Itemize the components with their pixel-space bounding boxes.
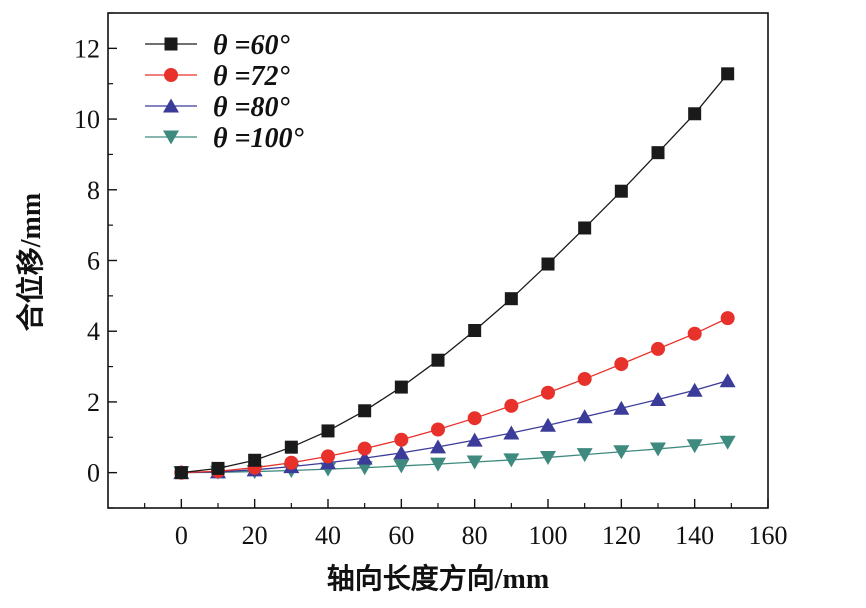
data-point	[540, 450, 556, 465]
legend-entry: θ =80°	[145, 92, 290, 123]
y-tick-label: 4	[87, 317, 100, 346]
x-tick-label: 100	[529, 521, 568, 550]
legend-label: θ =100°	[213, 123, 304, 154]
data-point	[431, 422, 445, 437]
x-tick-label: 140	[675, 521, 714, 550]
legend-marker	[164, 37, 178, 51]
series-line	[181, 73, 729, 474]
x-tick-label: 160	[749, 521, 788, 550]
data-point	[466, 432, 483, 447]
data-point	[578, 221, 592, 235]
legend-label: θ =60°	[213, 30, 290, 61]
legend-entry: θ =60°	[145, 30, 290, 61]
data-point	[686, 439, 703, 454]
data-point	[651, 341, 665, 356]
y-tick-label: 6	[87, 247, 100, 276]
data-point	[613, 445, 630, 460]
legend-marker	[164, 68, 178, 82]
data-point	[358, 404, 372, 418]
legend-marker	[163, 98, 179, 113]
data-point	[613, 400, 630, 415]
data-point	[393, 445, 410, 460]
y-tick-label: 8	[87, 176, 100, 205]
x-tick-label: 0	[175, 521, 188, 550]
series-line	[181, 441, 728, 474]
data-point	[356, 450, 373, 465]
data-point	[576, 409, 593, 424]
data-point	[356, 461, 373, 476]
data-point	[541, 385, 555, 400]
data-point	[720, 311, 735, 326]
x-tick-label: 120	[602, 521, 641, 550]
data-point	[466, 455, 483, 470]
data-point	[430, 439, 446, 454]
series-1	[174, 311, 735, 480]
series-line	[181, 317, 728, 474]
x-tick-label: 80	[462, 521, 488, 550]
data-point	[468, 324, 482, 338]
x-tick-label: 40	[315, 521, 341, 550]
data-point	[719, 373, 736, 388]
data-point	[687, 326, 702, 341]
ticks-layer: 0 20 40 60 80 100 120 140 160 0 2 4 6 8 10 12	[74, 12, 788, 550]
x-tick-label: 60	[388, 521, 414, 550]
data-point	[393, 459, 410, 474]
data-point	[721, 67, 735, 81]
data-point	[651, 146, 665, 160]
data-point	[614, 184, 628, 198]
legend-label: θ =80°	[213, 92, 290, 123]
series-line	[181, 380, 728, 474]
data-point	[503, 425, 520, 440]
data-point	[284, 455, 299, 470]
y-tick-label: 10	[74, 105, 100, 134]
data-point	[650, 391, 666, 406]
data-point	[540, 417, 556, 432]
data-point	[211, 461, 225, 475]
legend: θ =60°θ =72°θ =80°θ =100°	[145, 30, 304, 154]
data-point	[686, 382, 703, 397]
data-point	[430, 457, 446, 472]
data-point	[394, 432, 409, 447]
data-point	[394, 380, 408, 394]
data-point	[650, 442, 666, 457]
y-tick-label: 2	[87, 388, 100, 417]
y-tick-label: 12	[74, 34, 100, 63]
data-point	[503, 453, 520, 468]
x-axis-title: 轴向长度方向/mm	[327, 562, 549, 595]
data-point	[504, 398, 519, 413]
data-point	[174, 466, 188, 480]
legend-entry: θ =100°	[145, 123, 304, 154]
y-axis-title: 合位移/mm	[14, 193, 47, 331]
legend-label: θ =72°	[213, 61, 290, 92]
data-point	[431, 353, 445, 367]
data-point	[248, 453, 262, 467]
legend-marker	[163, 130, 179, 145]
data-point	[284, 440, 298, 454]
data-point	[357, 441, 372, 456]
y-tick-label: 0	[87, 459, 100, 488]
legend-entry: θ =72°	[145, 61, 290, 92]
data-point	[541, 257, 555, 271]
series-0	[174, 67, 735, 480]
data-point	[467, 411, 482, 426]
data-point	[614, 357, 629, 372]
data-point	[576, 448, 593, 463]
data-point	[688, 107, 702, 121]
series-layer	[173, 67, 736, 481]
data-point	[321, 449, 335, 464]
data-point	[577, 371, 592, 386]
data-point	[719, 435, 736, 450]
data-point	[321, 424, 335, 438]
data-point	[504, 292, 518, 306]
x-tick-label: 20	[242, 521, 268, 550]
